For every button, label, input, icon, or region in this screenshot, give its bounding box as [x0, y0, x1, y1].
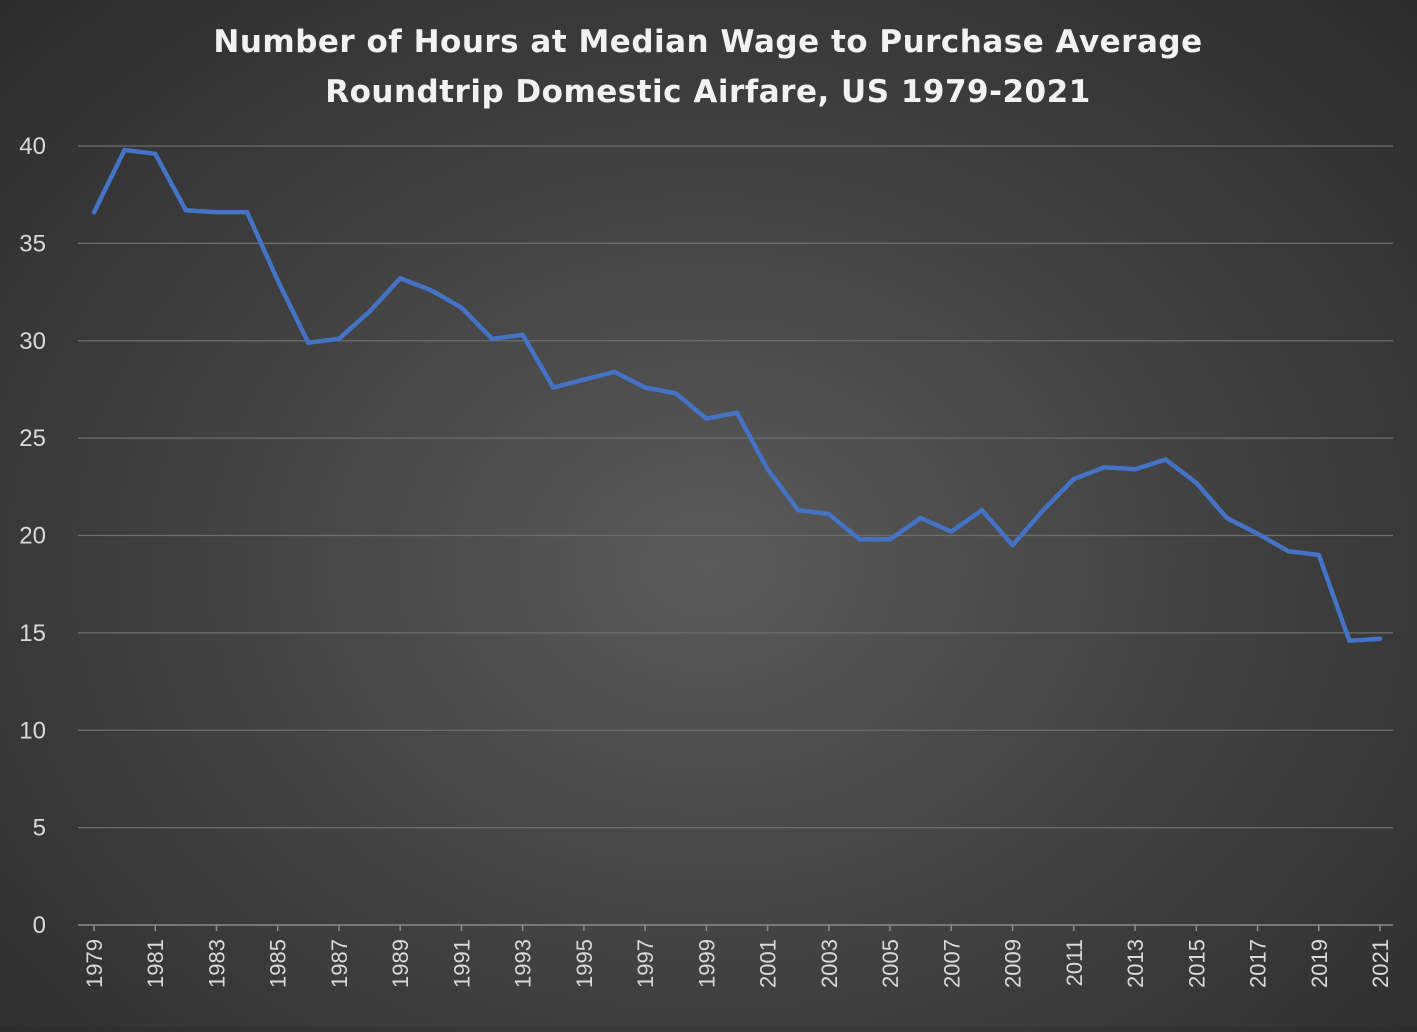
data-point: [122, 147, 127, 153]
x-tick-label: 2003: [817, 939, 842, 988]
series-line: [91, 147, 1383, 643]
y-tick-label: 40: [19, 133, 46, 160]
y-tick-label: 20: [19, 523, 46, 550]
chart-title-line-2: Roundtrip Domestic Airfare, US 1979-2021: [325, 74, 1091, 110]
data-point: [979, 507, 985, 513]
x-tick-label: 2007: [939, 939, 964, 988]
data-point: [214, 210, 219, 215]
data-point: [765, 467, 770, 472]
data-point: [734, 410, 740, 416]
data-point: [1194, 480, 1199, 486]
data-point: [91, 210, 97, 215]
data-point: [367, 309, 372, 314]
x-tick-label: 2017: [1246, 939, 1271, 988]
y-tick-label: 10: [19, 717, 46, 744]
data-point: [1255, 531, 1260, 536]
data-point: [275, 278, 280, 283]
x-tick-label: 2011: [1062, 939, 1087, 986]
x-tick-label: 1999: [694, 939, 719, 988]
x-axis-tick-labels: 1979 1981 1983 1985 1987 1989 1991 1993 1995 1997…: [82, 925, 1393, 988]
x-tick-label: 2021: [1368, 939, 1393, 988]
gridlines: [78, 145, 1393, 926]
data-point: [459, 305, 464, 310]
chart-title-line-1: Number of Hours at Median Wage to Purcha…: [213, 24, 1202, 60]
y-axis-tick-labels: 0 5 10 15 20 25 30 35 40: [19, 133, 46, 939]
data-point: [397, 276, 403, 281]
y-tick-label: 5: [33, 815, 46, 842]
data-point: [673, 391, 678, 396]
data-point: [153, 151, 158, 156]
series-layer: [91, 147, 1383, 643]
y-tick-label: 35: [19, 230, 46, 257]
data-point: [520, 332, 525, 338]
data-point: [612, 369, 617, 375]
data-point: [336, 336, 342, 342]
y-tick-label: 0: [33, 912, 46, 939]
x-tick-label: 2019: [1307, 939, 1332, 988]
data-point: [428, 287, 434, 293]
data-point: [1010, 543, 1015, 548]
data-point: [1163, 457, 1168, 462]
data-point: [949, 529, 954, 534]
y-tick-label: 15: [19, 620, 46, 647]
data-point: [1132, 467, 1138, 472]
data-point: [1377, 636, 1383, 641]
data-point: [642, 385, 648, 390]
x-tick-label: 1991: [449, 939, 474, 988]
data-point: [183, 208, 189, 213]
x-tick-label: 2001: [756, 939, 781, 988]
x-tick-label: 1979: [82, 939, 107, 988]
x-tick-label: 2009: [1001, 939, 1026, 988]
data-point: [1040, 507, 1046, 513]
data-point: [887, 537, 893, 542]
data-point: [704, 416, 709, 421]
data-point: [581, 377, 587, 382]
x-tick-label: 2015: [1184, 939, 1209, 988]
data-point: [796, 507, 801, 513]
data-point: [1102, 465, 1107, 470]
y-tick-label: 25: [19, 425, 46, 452]
y-tick-label: 30: [19, 328, 46, 355]
x-tick-label: 2013: [1123, 939, 1148, 988]
data-point: [857, 537, 862, 542]
data-point: [244, 210, 250, 215]
x-tick-label: 1989: [388, 939, 413, 988]
data-point: [306, 340, 311, 345]
x-tick-label: 2005: [878, 939, 903, 988]
x-tick-label: 1987: [327, 939, 352, 988]
x-tick-label: 1993: [511, 939, 536, 988]
data-point: [918, 515, 923, 521]
x-tick-label: 1983: [204, 939, 229, 988]
x-tick-label: 1985: [266, 939, 291, 988]
data-point: [551, 385, 556, 390]
data-point: [826, 511, 832, 517]
data-point: [1071, 476, 1077, 482]
x-tick-label: 1981: [143, 939, 168, 988]
data-point: [1347, 638, 1352, 643]
data-point: [1224, 515, 1230, 521]
data-point: [489, 336, 495, 342]
x-tick-label: 1997: [633, 939, 658, 988]
data-point: [1316, 552, 1321, 558]
x-tick-label: 1995: [572, 939, 597, 988]
data-point: [1285, 548, 1291, 554]
